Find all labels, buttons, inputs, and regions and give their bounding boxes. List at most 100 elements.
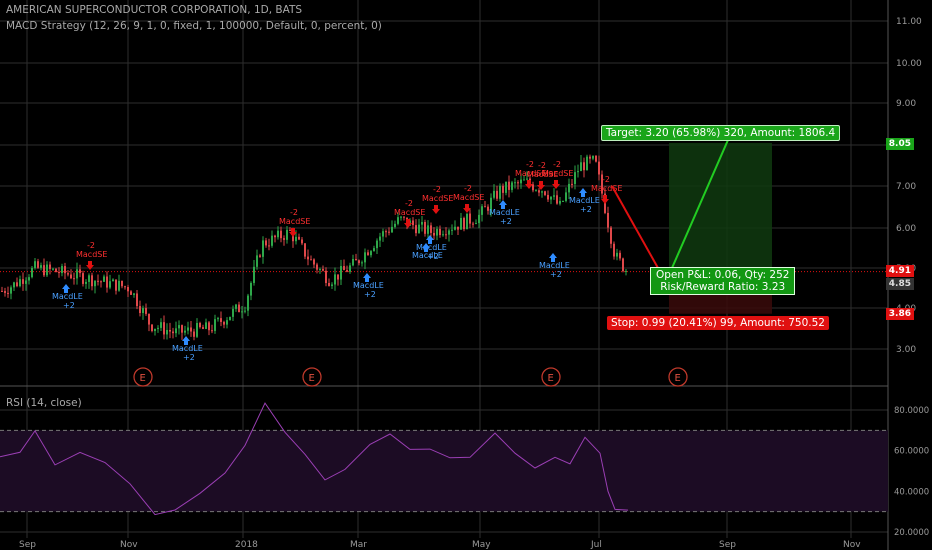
short-signal-qty: -2 xyxy=(538,161,546,170)
candle-body xyxy=(487,206,489,211)
candle-body xyxy=(55,268,57,273)
long-signal-arrow xyxy=(62,284,70,293)
candle-body xyxy=(304,243,306,257)
candle-body xyxy=(127,287,129,292)
candle-body xyxy=(436,228,438,236)
candle-body xyxy=(247,295,249,311)
candle-body xyxy=(73,278,75,280)
time-axis-label: Nov xyxy=(120,540,138,550)
long-signal-qty: +2 xyxy=(63,301,75,310)
short-signal-label: MacdSE xyxy=(515,169,546,178)
candle-body xyxy=(193,331,195,337)
candle-body xyxy=(472,223,474,225)
candle-body xyxy=(49,264,51,269)
candle-body xyxy=(172,331,174,334)
candle-body xyxy=(370,251,372,256)
candle-body xyxy=(556,195,558,204)
long-signal-arrow xyxy=(422,243,430,252)
candle-body xyxy=(355,258,357,261)
short-signal-qty: -2 xyxy=(290,208,298,217)
price-axis-tick: 9.00 xyxy=(896,99,916,109)
candle-body xyxy=(445,234,447,236)
candle-body xyxy=(286,229,288,240)
candle-body xyxy=(145,308,147,314)
candle-body xyxy=(214,319,216,331)
target-label: Target: 3.20 (65.98%) 320, Amount: 1806.… xyxy=(601,125,841,141)
candle-body xyxy=(52,268,54,270)
short-signal-qty: -2 xyxy=(464,184,472,193)
candle-body xyxy=(373,248,375,252)
candle-body xyxy=(367,252,369,256)
candle-body xyxy=(415,225,417,234)
candle-body xyxy=(76,269,78,279)
candle-body xyxy=(328,282,330,286)
candle-body xyxy=(310,259,312,261)
candle-body xyxy=(238,304,240,313)
candle-body xyxy=(550,196,552,200)
open-pnl-box: Open P&L: 0.06, Qty: 252 Risk/Reward Rat… xyxy=(650,267,796,295)
strategy-legend: MACD Strategy (12, 26, 9, 1, 0, fixed, 1… xyxy=(6,20,382,32)
long-signal-qty: +2 xyxy=(580,205,592,214)
candle-body xyxy=(619,252,621,259)
long-signal-arrow xyxy=(549,253,557,262)
candle-body xyxy=(334,274,336,285)
time-axis-label: May xyxy=(472,540,491,550)
earnings-marker xyxy=(668,367,688,387)
candle-body xyxy=(433,232,435,236)
candle-body xyxy=(181,325,183,333)
candle-body xyxy=(496,190,498,199)
candle-body xyxy=(232,308,234,317)
rsi-legend: RSI (14, close) xyxy=(6,397,82,409)
candle-body xyxy=(28,277,30,281)
short-signal-arrow xyxy=(404,219,412,228)
short-signal-arrow xyxy=(463,204,471,213)
candle-body xyxy=(187,327,189,331)
candle-body xyxy=(268,245,270,247)
candle-body xyxy=(427,225,429,234)
candle-body xyxy=(190,327,192,332)
candle-body xyxy=(262,240,264,257)
candle-body xyxy=(505,181,507,193)
earnings-marker-label: E xyxy=(309,373,315,384)
candle-body xyxy=(199,322,201,328)
candle-body xyxy=(523,179,525,181)
candle-body xyxy=(229,316,231,321)
long-signal-qty: +2 xyxy=(550,270,562,279)
candle-body xyxy=(91,275,93,287)
price-tag-last: 4.91 xyxy=(885,265,914,277)
earnings-marker xyxy=(541,367,561,387)
candle-body xyxy=(514,182,516,184)
candle-body xyxy=(46,264,48,276)
candle-body xyxy=(601,174,603,194)
candle-body xyxy=(391,226,393,233)
candle-body xyxy=(118,280,120,291)
rsi-axis-tick: 60.0000 xyxy=(894,447,929,457)
candle-body xyxy=(109,281,111,288)
rsi-axis-tick: 40.0000 xyxy=(894,487,929,497)
short-signal-label: MacdSE xyxy=(591,184,622,193)
candle-body xyxy=(61,266,63,274)
candle-body xyxy=(580,162,582,172)
short-signal-qty: -2 xyxy=(553,160,561,169)
time-axis-label: Sep xyxy=(19,540,36,550)
candle-body xyxy=(142,308,144,314)
time-axis-label: Jul xyxy=(590,540,602,550)
short-signal-label: MacdSE xyxy=(527,170,558,179)
candle-body xyxy=(175,328,177,334)
earnings-marker-label: E xyxy=(675,373,681,384)
candle-body xyxy=(7,292,9,294)
candle-body xyxy=(586,156,588,171)
candle-body xyxy=(349,265,351,272)
candle-body xyxy=(202,327,204,329)
short-signal-label: MacdSE xyxy=(542,169,573,178)
candle-body xyxy=(43,265,45,276)
earnings-marker-label: E xyxy=(140,373,146,384)
long-signal-label: MacdLE xyxy=(52,292,83,301)
candle-body xyxy=(598,161,600,175)
long-signal-qty: +2 xyxy=(500,217,512,226)
candle-body xyxy=(313,259,315,265)
candle-body xyxy=(565,192,567,201)
candle-body xyxy=(13,282,15,288)
candle-body xyxy=(259,255,261,257)
